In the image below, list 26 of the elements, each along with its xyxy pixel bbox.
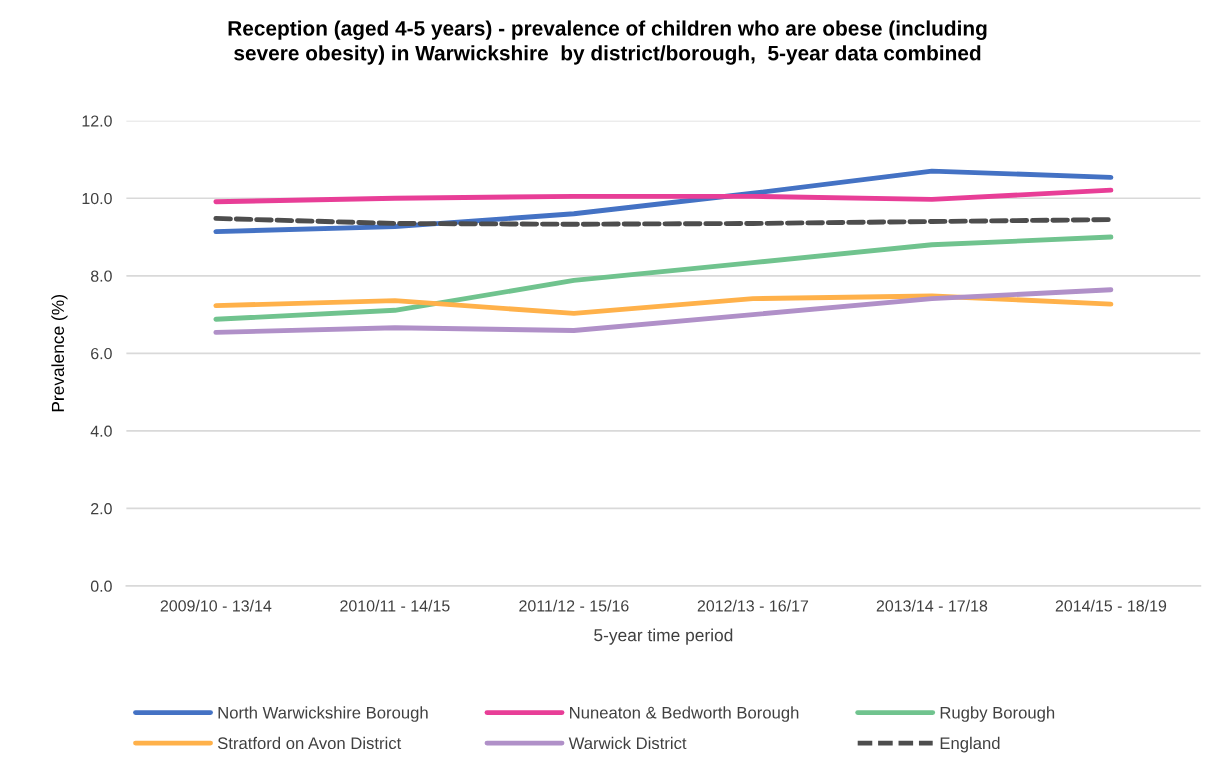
legend-label: Nuneaton & Bedworth Borough: [570, 706, 799, 722]
legend-label: North Warwickshire Borough: [218, 706, 428, 722]
line-series: [213, 234, 1114, 322]
y-tick-label: 2.0: [91, 503, 112, 515]
y-tick-label: 10.0: [82, 192, 112, 205]
legend-label: England: [940, 736, 1000, 753]
x-tick-label: 2010/11 - 14/15: [340, 599, 450, 612]
x-tick-label: 2012/13 - 16/17: [697, 599, 809, 612]
x-tick-label: 2009/10 - 13/14: [160, 599, 272, 612]
line-series: [213, 287, 1114, 335]
y-tick-label: 0.0: [90, 580, 112, 592]
x-tick-label: 2014/15 - 18/19: [1055, 599, 1167, 612]
x-tick-label: 2013/14 - 17/18: [876, 599, 988, 612]
legend-label: Warwick District: [568, 736, 687, 750]
y-axis-title: Prevalence (%): [51, 295, 68, 412]
legend-label: Stratford on Avon District: [217, 736, 402, 750]
line-series: [213, 187, 1114, 205]
y-tick-label: 12.0: [82, 115, 112, 127]
y-tick-label: 4.0: [90, 425, 112, 437]
x-tick-label: 2011/12 - 15/16: [519, 599, 629, 612]
x-axis-title: 5-year time period: [594, 628, 733, 645]
y-tick-label: 6.0: [91, 347, 112, 360]
line-series: [213, 293, 1114, 316]
legend-label: Rugby Borough: [940, 706, 1055, 722]
y-tick-label: 8.0: [90, 270, 112, 282]
chart-title: Reception (aged 4-5 years) - prevalence of children who are obese (including severe obesity) in Warwickshire by district/borough, 5-year data combined: [228, 20, 987, 65]
